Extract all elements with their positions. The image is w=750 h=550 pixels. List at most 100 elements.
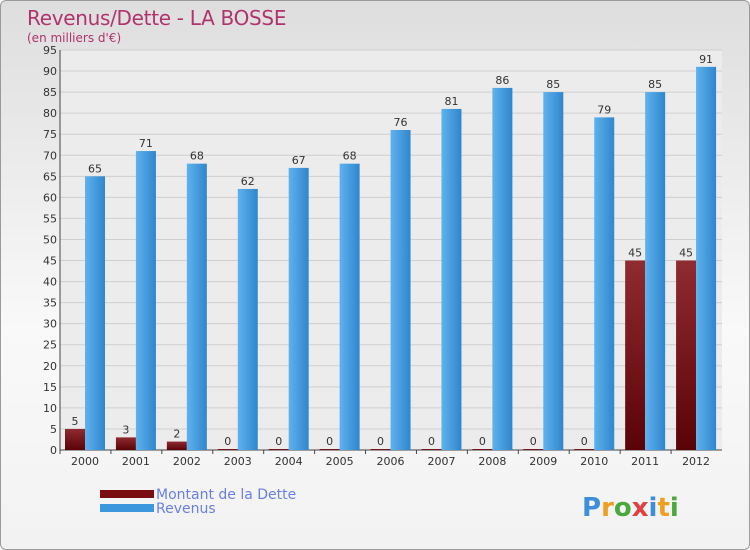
revenue-value-label: 71 [139,137,153,150]
debt-value-label: 2 [173,428,180,441]
y-tick-label: 35 [43,297,57,310]
labels-layer: 5 65 3 71 2 68 0 62 0 67 0 68 0 76 0 81 0 86 0 85 0 79 45 85 45 9… [72,53,714,448]
revenue-bar [85,176,105,450]
revenue-value-label: 68 [190,150,204,163]
y-tick-label: 50 [43,233,57,246]
debt-value-label: 0 [326,435,333,448]
debt-bar [319,449,340,450]
x-tick-label: 2000 [71,455,99,468]
x-tick-label: 2011 [631,455,659,468]
debt-bar [676,260,697,450]
debt-value-label: 45 [628,247,642,260]
x-tick-label: 2008 [478,455,506,468]
revenue-bar [696,66,717,450]
chart-title: Revenus/Dette - LA BOSSE [27,6,287,30]
y-tick-label: 5 [50,423,57,436]
revenue-value-label: 67 [292,154,306,167]
logo-letter: P [582,493,601,523]
debt-value-label: 3 [122,423,129,436]
debt-bar [625,260,646,450]
x-tick-label: 2006 [377,455,405,468]
revenue-value-label: 85 [546,78,560,91]
legend-label-debt: Montant de la Dette [156,487,296,503]
y-tick-label: 95 [43,44,57,57]
debt-bar [217,449,238,450]
logo-letter: o [614,493,632,523]
debt-value-label: 0 [377,435,384,448]
revenue-bar [645,92,666,451]
proxiti-logo: Proxiti [582,493,679,523]
y-tick-label: 90 [43,65,57,78]
debt-bar [268,449,289,450]
revenue-bar [441,108,462,451]
debt-value-label: 0 [428,435,435,448]
revenue-value-label: 76 [394,116,408,129]
logo-letter: i [649,493,658,523]
revenue-bar [237,188,258,450]
y-tick-label: 65 [43,170,57,183]
debt-value-label: 0 [275,435,282,448]
x-tick-label: 2009 [529,455,557,468]
debt-value-label: 0 [479,435,486,448]
y-tick-label: 45 [43,255,57,268]
y-tick-label: 75 [43,128,57,141]
revenue-bar [288,167,309,451]
revenue-value-label: 79 [597,103,611,116]
logo-letter: t [657,493,669,523]
revenue-value-label: 86 [495,74,509,87]
x-tick-label: 2004 [275,455,303,468]
y-tick-label: 70 [43,149,57,162]
y-tick-label: 30 [43,318,57,331]
legend-swatch-revenue [100,504,154,512]
debt-bar [574,449,595,450]
x-tick-label: 2010 [580,455,608,468]
bars-layer [65,66,717,451]
y-tick-label: 80 [43,107,57,120]
y-tick-label: 25 [43,339,57,352]
logo-letter: x [632,493,649,523]
debt-value-label: 0 [530,435,537,448]
revenue-value-label: 68 [343,150,357,163]
revenue-bar [135,151,156,451]
debt-bar [370,449,391,450]
axis-layer: 0510152025303540455055606570758085909520… [43,44,722,468]
x-tick-label: 2002 [173,455,201,468]
logo-letter: r [601,493,614,523]
proxiti-logo-text: Proxiti [582,493,679,523]
x-tick-label: 2001 [122,455,150,468]
y-tick-label: 60 [43,191,57,204]
debt-bar [166,441,187,450]
x-tick-label: 2003 [224,455,252,468]
revenue-bar [186,163,207,450]
revenue-bar [390,130,411,450]
y-tick-label: 40 [43,276,57,289]
x-tick-label: 2005 [326,455,354,468]
y-tick-label: 15 [43,381,57,394]
debt-bar [472,449,493,450]
legend-label-revenue: Revenus [156,501,216,517]
debt-bar [115,437,136,450]
revenue-value-label: 65 [88,162,102,175]
debt-value-label: 0 [224,435,231,448]
legend-swatch-debt [100,490,154,498]
revenue-bar [492,87,513,450]
revenue-value-label: 91 [699,53,713,66]
debt-value-label: 5 [72,415,79,428]
y-tick-label: 10 [43,402,57,415]
revenue-value-label: 85 [648,78,662,91]
debt-value-label: 45 [679,247,693,260]
logo-letter: i [670,493,679,523]
x-tick-label: 2007 [427,455,455,468]
y-tick-label: 20 [43,360,57,373]
y-tick-label: 55 [43,212,57,225]
y-tick-label: 0 [50,444,57,457]
debt-bar [65,428,85,450]
y-tick-label: 85 [43,86,57,99]
revenue-value-label: 62 [241,175,255,188]
revenue-bar [594,117,615,451]
debt-bar [523,449,544,450]
chart-subtitle: (en milliers d'€) [27,31,122,45]
debt-value-label: 0 [581,435,588,448]
